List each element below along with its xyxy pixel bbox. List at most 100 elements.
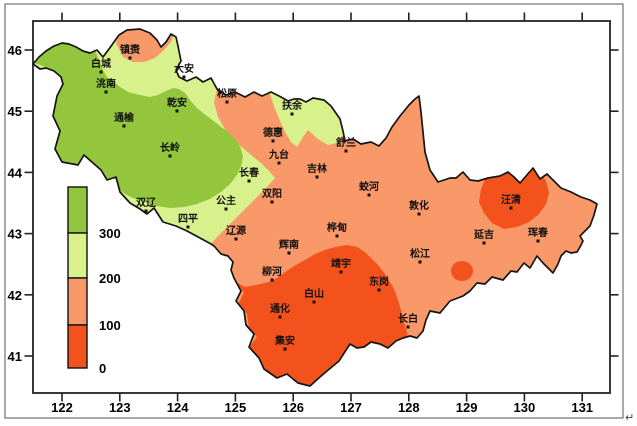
city-dot <box>271 139 275 143</box>
region-red-wangqing <box>479 163 549 229</box>
city-dot <box>536 239 540 243</box>
city-label: 洮南 <box>96 77 116 90</box>
city-label: 珲春 <box>528 226 548 239</box>
city-dot <box>175 109 179 113</box>
region-salmon-zhenlai <box>116 29 175 62</box>
x-tick-label: 124 <box>167 400 189 415</box>
city-label: 桦甸 <box>326 221 347 234</box>
city-label: 汪清 <box>501 193 521 206</box>
city-label: 四平 <box>178 213 198 225</box>
city-label: 白城 <box>91 57 111 70</box>
region-red-spot <box>451 261 473 281</box>
city-label: 大安 <box>174 62 194 75</box>
city-label: 辉南 <box>279 238 299 251</box>
city-dot <box>377 288 381 292</box>
city-dot <box>224 207 228 211</box>
region-red-south <box>236 245 408 386</box>
city-dot <box>234 237 238 241</box>
city-label: 敦化 <box>409 199 429 212</box>
city-dot <box>99 70 103 74</box>
city-label: 镇赉 <box>120 43 140 56</box>
city-dot <box>278 315 282 319</box>
x-tick-label: 123 <box>109 400 131 415</box>
y-tick-label: 41 <box>8 349 22 364</box>
legend-label-100: 100 <box>99 318 121 333</box>
city-label: 白山 <box>304 287 324 300</box>
city-dot <box>406 325 410 329</box>
legend-swatch-0 <box>67 324 88 369</box>
city-label: 柳河 <box>262 265 282 278</box>
city-dot <box>122 124 126 128</box>
city-dot <box>104 90 108 94</box>
city-label: 延吉 <box>473 228 494 241</box>
city-label: 长春 <box>239 166 259 179</box>
city-label: 双阳 <box>262 188 282 200</box>
city-dot <box>225 100 229 104</box>
city-label: 蛟河 <box>359 180 379 193</box>
city-dot <box>283 347 287 351</box>
city-dot <box>277 161 281 165</box>
city-dot <box>270 200 274 204</box>
y-tick-label: 46 <box>8 43 22 58</box>
city-dot <box>417 212 421 216</box>
city-label: 长白 <box>398 312 418 325</box>
y-tick-label: 44 <box>8 165 23 180</box>
city-label: 松江 <box>410 247 430 260</box>
city-label: 吉林 <box>307 162 328 175</box>
plot-frame <box>32 20 611 394</box>
city-label: 双辽 <box>136 197 157 209</box>
city-label: 长岭 <box>160 141 180 154</box>
city-label: 德惠 <box>262 126 283 139</box>
city-dot <box>128 56 132 60</box>
legend-label-200: 200 <box>99 271 121 286</box>
x-tick-label: 128 <box>398 400 420 415</box>
legend-swatch-200 <box>67 232 88 279</box>
x-axis-ticks: 122 123 124 125 126 127 128 129 130 131 <box>51 12 593 415</box>
legend: 300 200 100 0 <box>67 186 121 376</box>
city-dot <box>312 300 316 304</box>
city-dot <box>335 234 339 238</box>
province-outline <box>32 28 598 387</box>
city-label: 靖宇 <box>331 257 351 270</box>
city-dot <box>247 179 251 183</box>
x-tick-label: 130 <box>514 400 536 415</box>
city-dot <box>339 270 343 274</box>
city-dot <box>367 193 371 197</box>
x-tick-label: 125 <box>225 400 247 415</box>
city-label: 扶余 <box>282 99 303 112</box>
city-label: 公主 <box>216 194 236 207</box>
x-tick-label: 122 <box>51 400 73 415</box>
city-dot <box>186 225 190 229</box>
city-label: 集安 <box>274 334 295 347</box>
city-label: 东岗 <box>369 275 389 288</box>
corner-return-mark: ↵ <box>625 412 634 424</box>
x-tick-label: 127 <box>340 400 362 415</box>
city-label: 九台 <box>268 148 289 161</box>
image-border <box>4 3 624 419</box>
city-label: 松原 <box>217 87 237 100</box>
city-label: 通榆 <box>114 111 135 124</box>
city-label: 舒兰 <box>336 136 356 149</box>
contour-regions <box>33 29 597 386</box>
city-label: 辽源 <box>226 224 246 237</box>
city-dot <box>290 112 294 116</box>
y-tick-label: 45 <box>8 104 22 119</box>
y-tick-label: 43 <box>8 227 22 242</box>
region-darkgreen <box>34 42 243 208</box>
legend-swatch-100 <box>67 277 88 326</box>
y-tick-label: 42 <box>8 288 22 303</box>
city-dot <box>418 260 422 264</box>
x-tick-label: 131 <box>571 400 593 415</box>
city-label: 乾安 <box>167 96 187 109</box>
city-label: 通化 <box>270 302 290 315</box>
x-tick-label: 126 <box>282 400 304 415</box>
city-dot <box>144 209 148 213</box>
legend-swatch-300 <box>67 186 88 234</box>
city-dot <box>182 75 186 79</box>
city-dot <box>287 251 291 255</box>
x-tick-label: 129 <box>456 400 478 415</box>
city-dot <box>509 206 513 210</box>
city-dot <box>482 241 486 245</box>
